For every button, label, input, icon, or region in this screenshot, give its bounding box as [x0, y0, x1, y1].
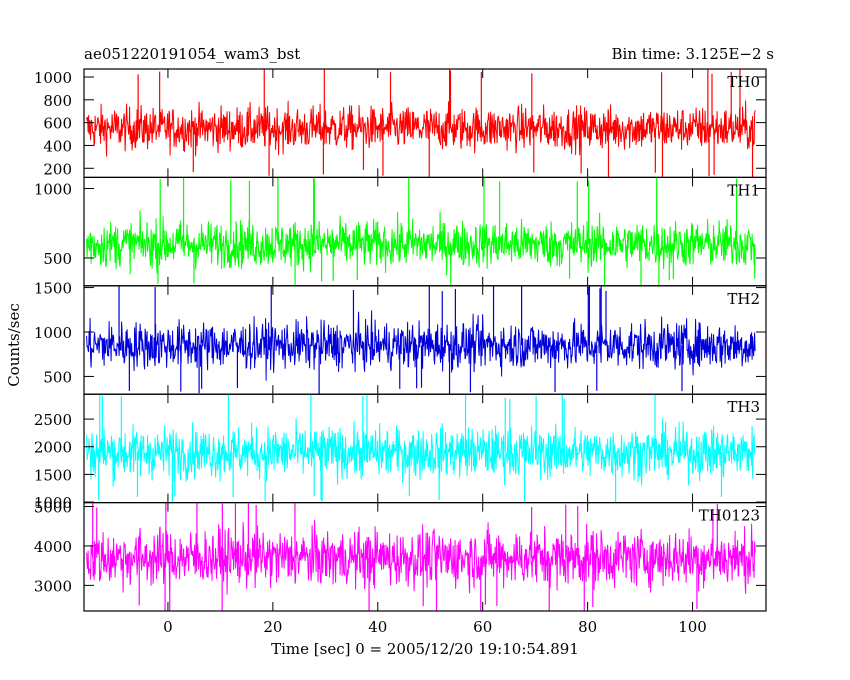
y-tick-label: 1000: [34, 181, 72, 199]
y-tick-label: 500: [43, 368, 72, 386]
panel-label: TH0123: [699, 507, 760, 525]
panel-label: TH3: [727, 398, 760, 416]
panel-label: TH0: [727, 73, 760, 91]
panel-th0123: 3000 4000 5000 TH0123: [34, 499, 767, 612]
y-tick-label: 500: [43, 250, 72, 268]
y-tick-label: 2500: [34, 411, 72, 429]
y-tick-label: 1500: [34, 280, 72, 298]
series-line-th0123: [86, 519, 756, 595]
y-tick-label: 800: [43, 92, 72, 110]
panel-th1: 500 1000 TH1: [34, 176, 767, 287]
y-tick-label: 1000: [34, 324, 72, 342]
y-tick-label: 3000: [34, 577, 72, 595]
series-line-th1: [86, 210, 756, 276]
x-tick-label: 40: [368, 618, 387, 636]
y-tick-label: 5000: [34, 499, 72, 517]
panel-label: TH1: [727, 181, 760, 199]
panel-label: TH2: [727, 290, 760, 308]
y-axis-label: Counts/sec: [5, 303, 23, 387]
y-tick-label: 1000: [34, 494, 72, 512]
header-left-title: ae051220191054_wam3_bst: [84, 45, 300, 63]
x-tick-label: 0: [163, 618, 173, 636]
series-line-th2: [86, 310, 756, 381]
y-tick-label: 4000: [34, 538, 72, 556]
series-line-th0: [86, 100, 756, 157]
y-tick-label: 2000: [34, 439, 72, 457]
panel-th3: 1000 1500 2000 2500 TH3: [34, 393, 767, 512]
x-tick-label: 20: [263, 618, 282, 636]
header-right-title: Bin time: 3.125E−2 s: [612, 45, 774, 63]
x-axis-label: Time [sec] 0 = 2005/12/20 19:10:54.891: [271, 640, 579, 658]
y-tick-label: 1000: [34, 69, 72, 87]
panel-frame: [83, 176, 767, 287]
panel-frame: [83, 502, 767, 612]
series-line-th3: [86, 418, 756, 487]
panel-th0: 200 400 600 800 1000 TH0: [34, 68, 767, 178]
panel-th2: 500 1000 1500 TH2: [34, 280, 767, 395]
x-tick-label: 60: [473, 618, 492, 636]
y-tick-label: 200: [43, 160, 72, 178]
x-tick-label: 80: [578, 618, 597, 636]
y-tick-label: 400: [43, 137, 72, 155]
x-tick-label: 100: [678, 618, 707, 636]
y-tick-label: 600: [43, 115, 72, 133]
y-tick-label: 1500: [34, 466, 72, 484]
